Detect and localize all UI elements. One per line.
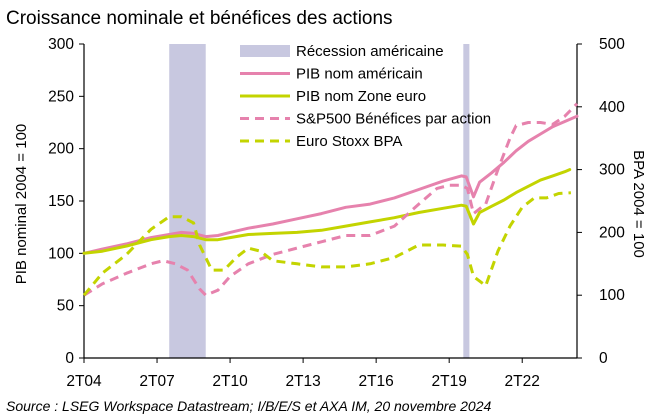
y-right-tick-label-5: 500 (599, 36, 625, 53)
y-left-tick-label-6: 300 (48, 36, 74, 53)
legend-label-1: PIB nom américain (296, 66, 423, 83)
series-line-0 (82, 114, 579, 255)
x-tick-label-1: 2T07 (139, 373, 174, 390)
y-right-axis-label: BPA 2004 = 100 (630, 150, 647, 258)
legend-label-2: PIB nom Zone euro (296, 88, 426, 105)
y-right-tick-label-2: 200 (599, 224, 625, 241)
y-left-tick-label-4: 200 (48, 141, 74, 158)
series-line-2 (83, 102, 579, 297)
y-left-tick-label-3: 150 (48, 193, 74, 210)
legend-label-0: Récession américaine (296, 43, 444, 60)
chart-title: Croissance nominale et bénéfices des act… (6, 8, 393, 29)
legend-swatch-0 (240, 45, 290, 57)
series-lines (82, 102, 579, 297)
x-tick-label-4: 2T16 (358, 373, 393, 390)
recession-band-1 (463, 44, 470, 358)
y-right-tick-label-1: 100 (599, 287, 625, 304)
x-tick-label-5: 2T19 (432, 373, 467, 390)
y-left-tick-label-1: 50 (57, 298, 75, 315)
legend-label-4: Euro Stoxx BPA (296, 133, 402, 150)
series-line-1 (82, 168, 572, 255)
x-tick-label-6: 2T22 (505, 373, 540, 390)
y-right-tick-label-4: 400 (599, 99, 625, 116)
recession-band-0 (169, 44, 206, 358)
y-right-tick-label-3: 300 (599, 162, 625, 179)
x-tick-label-2: 2T10 (212, 373, 248, 390)
source-note: Source : LSEG Workspace Datastream; I/B/… (6, 398, 492, 414)
axes: 0 50 100 150 200 250 300 0 100 200 300 400 500 2T04 2T… (48, 36, 625, 390)
series-line-3 (82, 191, 571, 297)
y-left-tick-label-2: 100 (48, 245, 74, 262)
y-right-tick-label-0: 0 (599, 350, 608, 367)
x-tick-label-3: 2T13 (285, 373, 320, 390)
legend: Récession américaine PIB nom américain PIB… (240, 43, 491, 150)
y-left-tick-label-0: 0 (65, 350, 74, 367)
y-left-tick-label-5: 250 (48, 88, 74, 105)
legend-label-3: S&P500 Bénéfices par action (296, 111, 491, 128)
x-tick-label-0: 2T04 (66, 373, 102, 390)
y-left-axis-label: PIB nominal 2004 = 100 (13, 124, 30, 285)
recession-bands (169, 44, 470, 358)
